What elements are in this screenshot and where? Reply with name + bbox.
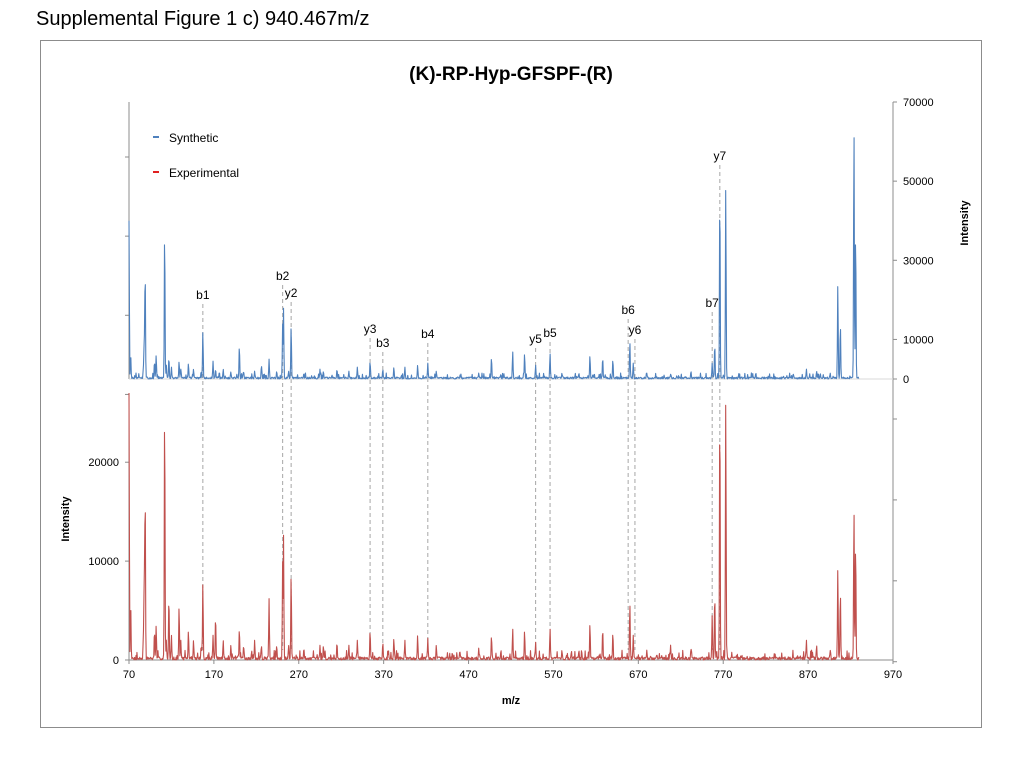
annotation-label-y5: y5 [529,332,542,346]
legend-label-synthetic: Synthetic [169,131,218,145]
experimental-series [128,392,860,661]
x-tick-label: 170 [205,669,223,681]
left-y-tick-label: 10000 [88,556,119,568]
axes [125,101,897,664]
annotation-label-b5: b5 [543,326,557,340]
chart-title: (K)-RP-Hyp-GFSPF-(R) [409,64,613,85]
annotation-label-b3: b3 [376,336,390,350]
x-tick-label: 670 [629,669,647,681]
annotation-lines [202,165,721,650]
left-y-tick-label: 20000 [88,457,119,469]
spectrum-chart: (K)-RP-Hyp-GFSPF-(R) 70 170 270 370 470 570 67… [60,64,971,707]
legend-swatch-synthetic [153,136,159,138]
right-y-tick-label: 30000 [903,255,934,267]
chart-frame: (K)-RP-Hyp-GFSPF-(R) 70 170 270 370 470 570 67… [40,40,982,728]
x-tick-label: 270 [290,669,308,681]
x-tick-label: 970 [884,669,902,681]
x-tick-label: 370 [374,669,392,681]
right-y-tick-label: 0 [903,374,909,386]
right-y-tick-label: 50000 [903,176,934,188]
x-tick-label: 770 [714,669,732,681]
x-tick-label: 870 [799,669,817,681]
x-tick-label: 570 [544,669,562,681]
synthetic-series [128,137,860,380]
x-tick-label: 470 [459,669,477,681]
page-title: Supplemental Figure 1 c) 940.467m/z [36,8,370,30]
x-tick-label: 70 [123,669,135,681]
annotation-label-b4: b4 [421,327,435,341]
annotation-label-b1: b1 [196,288,210,302]
annotation-label-y3: y3 [364,322,377,336]
legend: Synthetic Experimental [153,131,239,180]
annotation-label-y2: y2 [285,286,298,300]
legend-swatch-experimental [153,171,159,173]
right-y-tick-label: 10000 [903,334,934,346]
right-y-tick-label: 70000 [903,97,934,109]
annotation-label-y7: y7 [713,149,726,163]
annotation-label-b2: b2 [276,269,290,283]
annotation-label-b6: b6 [621,303,635,317]
y-axis-title-right: Intensity [959,200,971,246]
annotation-label-b7: b7 [706,296,720,310]
legend-label-experimental: Experimental [169,166,239,180]
x-axis-title: m/z [502,695,521,707]
tick-labels: 70 170 270 370 470 570 670 770 870 970 0 10000 30000… [88,97,933,681]
experimental-trace [128,392,860,661]
y-axis-title-left: Intensity [60,496,72,542]
synthetic-trace [128,137,860,380]
annotation-label-y6: y6 [629,323,642,337]
left-y-tick-label: 0 [113,655,119,667]
